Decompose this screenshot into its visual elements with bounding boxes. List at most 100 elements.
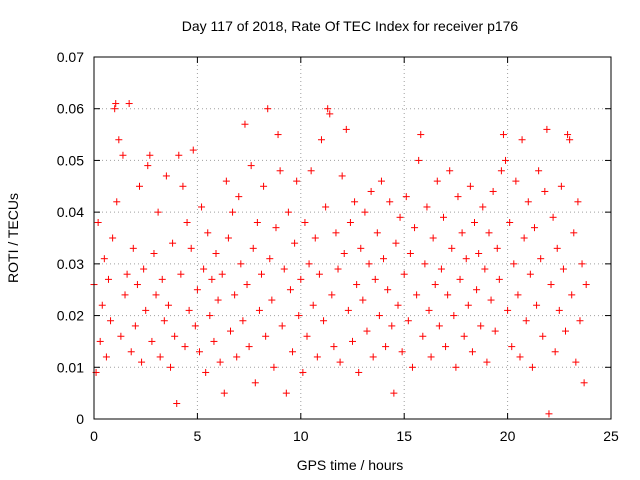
data-point [328,291,336,299]
data-point [119,151,127,159]
data-point [491,327,499,335]
y-tick-label: 0.01 [57,359,84,375]
x-tick-label: 5 [194,428,202,444]
data-point [506,218,514,226]
data-point [222,177,230,185]
data-point [326,110,334,118]
data-point [408,363,416,371]
data-point [419,332,427,340]
data-point [487,296,495,304]
data-point [191,322,199,330]
data-point [555,306,563,314]
data-point [226,327,234,335]
data-point [231,291,239,299]
x-tick-label: 20 [500,428,516,444]
data-point [286,286,294,294]
data-point [98,301,106,309]
data-point [291,239,299,247]
data-point [204,229,212,237]
x-axis-label: GPS time / hours [297,457,404,473]
data-point [466,182,474,190]
data-point [309,301,317,309]
data-point [400,270,408,278]
data-point [578,260,586,268]
data-point [315,270,323,278]
data-point [392,239,400,247]
data-point [510,260,518,268]
data-point [388,322,396,330]
data-point [448,244,456,252]
data-point [444,291,452,299]
data-point [305,260,313,268]
data-point [146,151,154,159]
data-point [270,363,278,371]
data-point [361,208,369,216]
data-point [528,363,536,371]
data-point [131,322,139,330]
data-point [369,353,377,361]
y-axis-label: ROTI / TECUs [5,193,21,283]
data-point [402,193,410,201]
data-point [164,301,172,309]
data-point [471,218,479,226]
data-point [202,368,210,376]
data-point [514,291,522,299]
data-point [278,322,286,330]
data-point [320,317,328,325]
data-point [367,187,375,195]
data-point [553,244,561,252]
data-point [295,312,303,320]
data-point [493,244,501,252]
data-point [551,348,559,356]
data-point [473,286,481,294]
data-point [282,389,290,397]
data-point [258,270,266,278]
data-point [384,286,392,294]
data-point [524,198,532,206]
data-point [150,250,158,258]
data-point [499,131,507,139]
data-point [272,224,280,232]
data-point [241,120,249,128]
data-point [464,301,472,309]
data-point [576,317,584,325]
data-point [421,260,429,268]
data-point [568,291,576,299]
grid-lines [94,57,611,419]
data-point [382,343,390,351]
data-point [144,162,152,170]
data-point [541,187,549,195]
data-point [518,136,526,144]
x-tick-label: 0 [90,428,98,444]
data-point [547,281,555,289]
data-point [570,229,578,237]
data-point [268,296,276,304]
data-point [489,187,497,195]
data-point [562,327,570,335]
x-tick-label: 15 [396,428,412,444]
data-point [450,312,458,320]
data-point [299,368,307,376]
data-point [129,244,137,252]
data-point [406,250,414,258]
data-point [193,286,201,294]
data-point [460,332,468,340]
data-point [394,301,402,309]
data-point [429,234,437,242]
data-point [140,265,148,273]
data-point [456,275,464,283]
data-point [346,218,354,226]
data-point [371,275,379,283]
data-point [317,136,325,144]
data-point [479,203,487,211]
data-point [512,177,520,185]
data-point [135,182,143,190]
data-point [156,353,164,361]
data-point [121,291,129,299]
data-point [113,198,121,206]
data-point [138,358,146,366]
data-point [533,301,541,309]
data-point [322,203,330,211]
data-point [559,265,567,273]
data-point [539,332,547,340]
